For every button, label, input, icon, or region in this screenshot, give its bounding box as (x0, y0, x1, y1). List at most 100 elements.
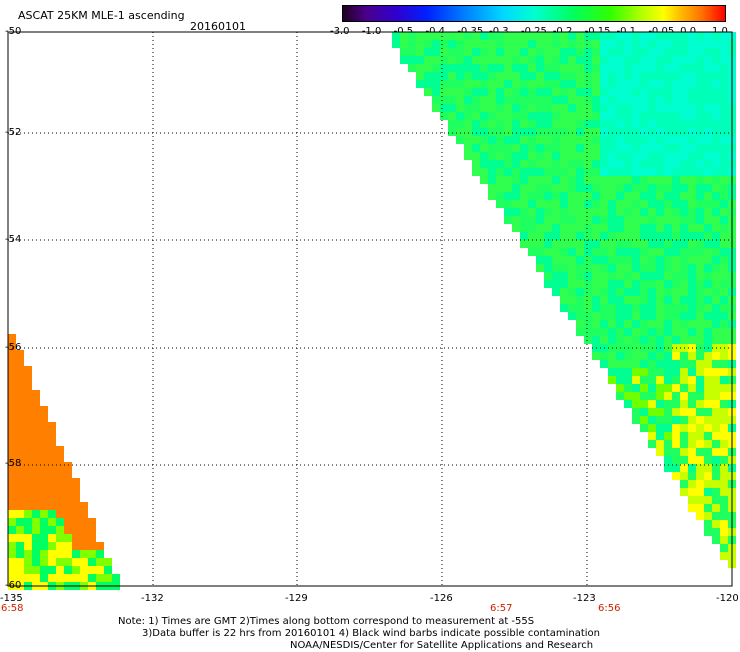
swath-cell (680, 40, 688, 48)
swath-cell (544, 120, 552, 128)
swath-cell (696, 72, 704, 80)
swath-cell (592, 208, 600, 216)
swath-cell (576, 72, 584, 80)
swath-cell (8, 446, 16, 454)
swath-cell (712, 248, 720, 256)
swath-cell (560, 40, 568, 48)
swath-cell (624, 152, 632, 160)
swath-cell (8, 398, 16, 406)
swath-cell (640, 216, 648, 224)
swath-cell (672, 464, 680, 472)
swath-cell (672, 64, 680, 72)
swath-cell (664, 352, 672, 360)
swath-cell (688, 376, 696, 384)
swath-cell (696, 360, 704, 368)
swath-cell (720, 32, 728, 40)
swath-cell (72, 534, 80, 542)
swath-cell (560, 160, 568, 168)
swath-cell (504, 160, 512, 168)
swath-cell (592, 104, 600, 112)
swath-cell (600, 136, 608, 144)
swath-cell (624, 240, 632, 248)
swath-cell (656, 40, 664, 48)
swath-cell (592, 320, 600, 328)
swath-cell (648, 408, 656, 416)
swath-cell (712, 136, 720, 144)
swath-cell (696, 104, 704, 112)
swath-cell (520, 40, 528, 48)
swath-cell (8, 366, 16, 374)
swath-cell (552, 216, 560, 224)
swath-cell (640, 384, 648, 392)
swath-cell (656, 160, 664, 168)
swath-cell (64, 574, 72, 582)
swath-cell (632, 184, 640, 192)
swath-cell (680, 248, 688, 256)
swath-cell (696, 424, 704, 432)
swath-cell (656, 80, 664, 88)
swath-cell (80, 534, 88, 542)
swath-cell (640, 72, 648, 80)
swath-cell (672, 88, 680, 96)
swath-cell (584, 152, 592, 160)
swath-cell (592, 336, 600, 344)
swath-cell (624, 104, 632, 112)
swath-cell (656, 48, 664, 56)
swath-cell (72, 558, 80, 566)
swath-cell (688, 360, 696, 368)
swath-cell (560, 32, 568, 40)
swath-cell (456, 80, 464, 88)
swath-cell (696, 40, 704, 48)
swath-cell (512, 184, 520, 192)
swath-cell (680, 88, 688, 96)
swath-cell (400, 48, 408, 56)
swath-cell (80, 526, 88, 534)
swath-cell (592, 88, 600, 96)
swath-cell (704, 336, 712, 344)
swath-cell (616, 80, 624, 88)
swath-cell (592, 160, 600, 168)
swath-cell (688, 416, 696, 424)
swath-cell (448, 96, 456, 104)
swath-cell (720, 488, 728, 496)
swath-cell (696, 280, 704, 288)
swath-cell (512, 168, 520, 176)
swath-cell (720, 472, 728, 480)
swath-cell (560, 296, 568, 304)
swath-cell (472, 152, 480, 160)
swath-cell (16, 358, 24, 366)
swath-cell (696, 88, 704, 96)
swath-cell (696, 488, 704, 496)
swath-cell (656, 256, 664, 264)
swath-cell (104, 574, 112, 582)
swath-cell (640, 200, 648, 208)
swath-cell (32, 390, 40, 398)
swath-cell (712, 128, 720, 136)
swath-cell (680, 80, 688, 88)
swath-cell (656, 280, 664, 288)
swath-cell (712, 496, 720, 504)
swath-cell (680, 368, 688, 376)
swath-cell (624, 32, 632, 40)
swath-cell (664, 208, 672, 216)
swath-cell (712, 64, 720, 72)
swath-cell (544, 144, 552, 152)
swath-cell (624, 384, 632, 392)
swath-cell (552, 112, 560, 120)
swath-cell (552, 248, 560, 256)
swath-cell (712, 408, 720, 416)
swath-cell (656, 192, 664, 200)
swath-cell (704, 80, 712, 88)
swath-cell (680, 168, 688, 176)
swath-cell (560, 208, 568, 216)
swath-cell (712, 184, 720, 192)
swath-cell (512, 72, 520, 80)
swath-cell (656, 376, 664, 384)
swath-cell (696, 440, 704, 448)
swath-cell (688, 280, 696, 288)
swath-cell (712, 512, 720, 520)
swath-cell (512, 56, 520, 64)
swath-cell (592, 232, 600, 240)
swath-cell (704, 96, 712, 104)
swath-cell (712, 96, 720, 104)
